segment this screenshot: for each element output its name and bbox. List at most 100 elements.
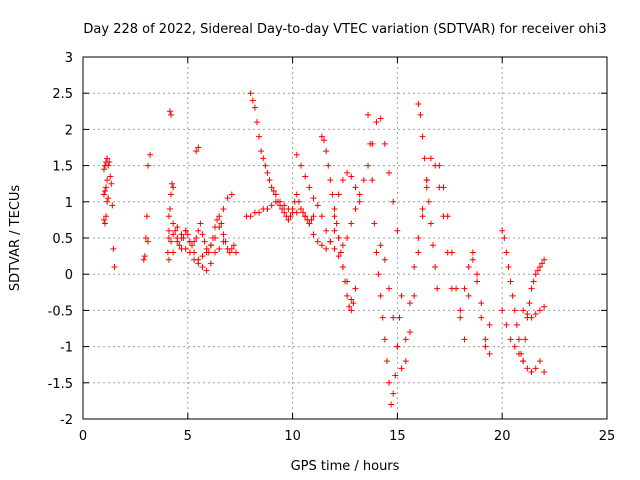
data-point [515,350,522,357]
data-point [386,169,393,176]
data-point [415,235,422,241]
data-point [216,213,223,220]
data-point [331,206,338,213]
data-point [310,195,317,202]
data-point [251,104,258,111]
data-point [421,155,428,162]
data-point [344,169,351,176]
data-point [166,108,173,115]
data-point [528,285,535,292]
data-point [453,285,460,292]
data-point [423,177,430,184]
data-point [168,191,175,198]
data-point [168,238,175,245]
data-point [203,249,210,256]
data-point [170,220,177,227]
y-tick-label: 1 [65,196,73,211]
data-point [532,271,539,278]
data-point [333,220,340,227]
data-point [461,285,468,292]
data-point [507,336,514,343]
data-point [331,227,338,234]
data-point [411,292,418,299]
data-point [394,343,401,350]
data-point [285,206,292,213]
data-point [434,285,441,292]
data-point [373,119,380,126]
data-point [528,368,535,375]
x-tick-label: 10 [284,429,301,444]
data-point [323,148,330,155]
data-point [310,213,317,220]
data-point [220,231,227,238]
data-point [188,242,195,249]
data-point [331,213,338,220]
data-point [102,162,109,169]
data-point [402,336,409,343]
data-point [430,242,437,249]
data-point [377,115,384,122]
data-point [417,111,424,118]
data-point [308,216,315,223]
data-point [381,256,388,263]
data-point [165,227,172,234]
data-point [226,249,233,256]
y-tick-label: -1 [60,341,73,356]
data-point [356,191,363,198]
plot-frame [82,56,608,420]
data-point [530,278,537,285]
data-point [147,151,154,158]
data-point [482,336,489,343]
data-point [247,213,254,220]
data-point [258,148,265,155]
y-tick-label: -2 [60,413,73,428]
data-point [195,227,202,234]
y-tick-labels: -2 -1.5 -1 -0.5 0 0.5 1 1.5 2 2.5 3 [48,51,73,428]
data-point [398,292,405,299]
data-point [344,292,351,299]
data-point [325,162,332,169]
data-point [165,235,172,241]
data-point [499,307,506,314]
data-point [373,249,380,256]
data-point [165,256,172,263]
data-point [170,231,177,238]
data-point [505,263,512,270]
data-point [406,329,413,336]
data-point [314,238,321,245]
y-tick-label: -0.5 [48,304,73,319]
data-point [436,162,443,169]
data-point [256,133,263,140]
data-point [178,231,185,238]
data-point [348,220,355,227]
data-point [279,206,286,213]
data-point [503,321,510,328]
data-point [352,285,359,292]
data-point [103,213,110,220]
data-point [396,314,403,321]
data-point [216,224,223,231]
data-point [144,162,151,169]
data-point [318,133,325,140]
data-point [306,184,313,191]
data-point [293,209,300,216]
data-point [186,238,193,245]
x-tick-label: 15 [389,429,406,444]
data-point [419,213,426,220]
data-point [100,216,107,223]
data-point [310,231,317,238]
data-point [327,238,334,245]
data-point [268,184,275,191]
data-point [415,249,422,256]
data-point [507,278,514,285]
data-point [323,245,330,252]
data-point [532,365,539,372]
data-point [104,177,111,184]
data-point [212,235,219,241]
data-point [532,311,539,318]
data-point [218,220,225,227]
data-point [314,202,321,209]
data-point [203,267,210,274]
data-point [486,321,493,328]
data-point [306,220,313,227]
